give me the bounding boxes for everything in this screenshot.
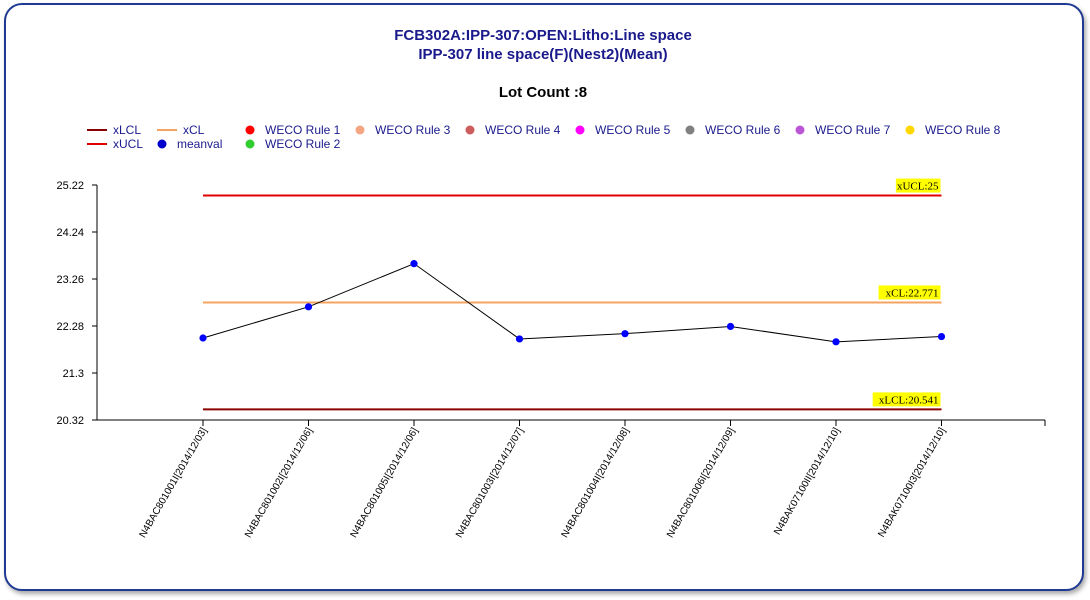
legend-label: WECO Rule 8 [925, 123, 1001, 137]
legend-swatch-dot [245, 125, 255, 135]
legend: xLCL xCL WECO Rule 1 WECO Rule 3 WECO Rule 4… [87, 123, 1001, 151]
xlcl-label-bg [872, 392, 941, 407]
meanval-point [199, 334, 207, 342]
x-tick-label: N4BAC801002I[2014/12/06] [243, 426, 315, 540]
meanval-point [304, 303, 313, 311]
meanval-point [937, 332, 946, 341]
y-tick-label: 20.32 [56, 415, 84, 427]
legend-swatch-dot [157, 139, 167, 149]
chart-subtitle: IPP-307 line space(F)(Nest2)(Mean) [418, 46, 667, 63]
y-tick-label: 21.3 [63, 368, 84, 380]
control-limits: xUCL:25 xCL:22.771 xLCL:20.541 [203, 178, 942, 411]
x-tick-label: N4BAC801006I[2014/12/09] [665, 426, 737, 540]
legend-label: WECO Rule 1 [265, 123, 341, 137]
y-tick-label: 24.24 [56, 227, 84, 239]
x-tick-label: N4BAK07100I3[2014/12/10] [876, 426, 948, 540]
meanval-point [832, 338, 840, 346]
legend-swatch-dot [245, 139, 255, 149]
legend-swatch-dot [465, 125, 475, 135]
legend-label: xLCL [113, 123, 141, 137]
legend-label: xUCL [113, 137, 143, 151]
xucl-label-bg [895, 178, 941, 193]
x-tick-label: N4BAC801004I[2014/12/08] [560, 426, 632, 540]
xucl-label: xUCL:25 [897, 181, 939, 193]
meanval-line [202, 263, 942, 343]
legend-label: WECO Rule 6 [705, 123, 781, 137]
y-tick-label: 22.28 [56, 321, 84, 333]
meanval-point [621, 330, 629, 338]
x-tick-label: N4BAC801003I[2014/12/07] [454, 426, 526, 540]
legend-label: WECO Rule 7 [815, 123, 891, 137]
lot-count-label: Lot Count :8 [499, 84, 587, 101]
y-ticks: 25.22 24.24 23.26 22.28 21.3 20.32 [56, 180, 97, 427]
meanval-point [515, 335, 524, 343]
meanval-point [726, 322, 735, 331]
x-tick-label: N4BAC801001I[2014/12/03] [138, 426, 210, 540]
legend-label: WECO Rule 3 [375, 123, 451, 137]
xlcl-label: xLCL:20.541 [879, 394, 939, 406]
legend-label: WECO Rule 2 [265, 137, 341, 151]
meanval-series [199, 260, 946, 346]
meanval-point [410, 260, 418, 268]
legend-label: WECO Rule 5 [595, 123, 671, 137]
legend-label: WECO Rule 4 [485, 123, 561, 137]
legend-swatch-dot [905, 125, 915, 135]
legend-swatch-dot [575, 125, 585, 135]
x-ticks: N4BAC801001I[2014/12/03] N4BAC801002I[201… [138, 420, 1046, 540]
legend-swatch-dot [355, 125, 365, 135]
x-tick-label: N4BAK07100II[2014/12/10] [772, 426, 843, 537]
y-tick-label: 23.26 [56, 274, 84, 286]
legend-label: xCL [183, 123, 205, 137]
legend-swatch-dot [685, 125, 695, 135]
legend-swatch-dot [795, 125, 805, 135]
y-tick-label: 25.22 [56, 180, 84, 192]
xcl-label-bg [878, 285, 941, 300]
chart-title: FCB302A:IPP-307:OPEN:Litho:Line space [394, 27, 692, 44]
legend-label: meanval [177, 137, 222, 151]
x-tick-label: N4BAC801005I[2014/12/06] [349, 426, 421, 540]
xcl-label: xCL:22.771 [886, 287, 939, 299]
